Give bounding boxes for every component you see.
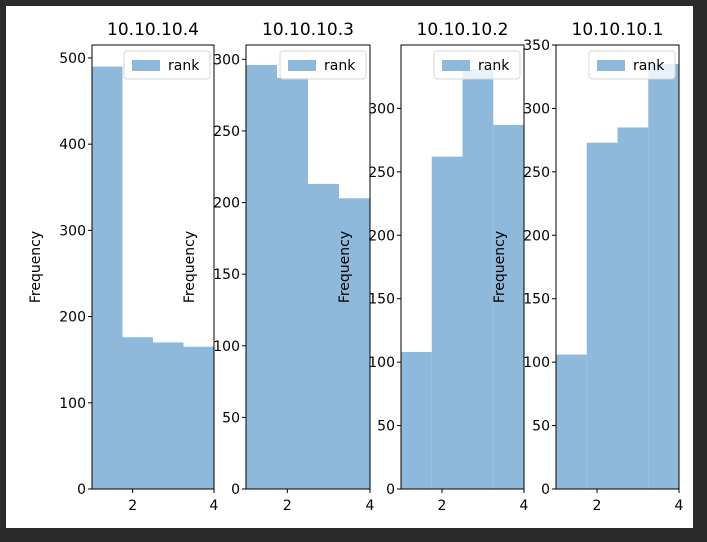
y-tick-label: 350	[523, 38, 550, 54]
y-tick-label: 200	[59, 310, 86, 326]
histogram-bar	[122, 337, 153, 489]
y-tick-label: 50	[377, 419, 395, 435]
histogram-bar	[556, 354, 587, 489]
y-tick-label: 0	[77, 482, 86, 498]
histogram-bar	[339, 198, 370, 489]
y-tick-label: 200	[213, 196, 240, 212]
x-tick-label: 4	[520, 498, 529, 514]
y-tick-label: 200	[368, 228, 395, 244]
y-tick-label: 100	[213, 339, 240, 355]
subplot-1: 0 100 200 300 400 500 2 4 10.10.10.4 Frequency ran…	[28, 20, 219, 514]
y-tick-label: 150	[213, 267, 240, 283]
x-tick-label: 4	[675, 498, 684, 514]
legend-label: rank	[478, 58, 510, 74]
histogram-bar	[617, 127, 649, 489]
y-tick-label: 400	[59, 137, 86, 153]
legend-label: rank	[324, 58, 356, 74]
axes-frame	[91, 44, 215, 490]
subplot-4: 0 50 100 150 200 250 300 350 2 4 10.10.10.1 Frequen…	[492, 20, 684, 514]
y-axis-label: Frequency	[337, 231, 353, 303]
legend-box	[433, 50, 521, 80]
x-tick-label: 2	[438, 498, 447, 514]
histogram-bar	[153, 342, 184, 489]
y-tick-label: 100	[368, 355, 395, 371]
y-tick-label: 50	[222, 410, 240, 426]
histogram-bar	[462, 69, 494, 490]
legend-swatch	[597, 60, 625, 71]
y-axis-label: Frequency	[492, 231, 508, 303]
histogram-bar	[586, 142, 618, 489]
y-tick-label: 150	[368, 292, 395, 308]
y-tick-label: 250	[213, 124, 240, 140]
histogram-bar	[183, 346, 214, 489]
legend-swatch	[442, 60, 470, 71]
y-tick-label: 0	[386, 482, 395, 498]
axes-frame	[400, 44, 525, 490]
y-tick-label: 150	[523, 292, 550, 308]
x-tick-label: 2	[128, 498, 137, 514]
x-tick-label: 4	[210, 498, 219, 514]
y-tick-label: 500	[59, 51, 86, 67]
x-tick-label: 2	[283, 498, 292, 514]
axes-frame	[245, 44, 371, 490]
legend-box	[123, 50, 211, 80]
x-tick-label: 2	[593, 498, 602, 514]
legend-swatch	[132, 60, 160, 71]
subplot-3: 0 50 100 150 200 250 300 2 4 10.10.10.2 Frequency r…	[337, 20, 529, 514]
subplot-title: 10.10.10.2	[417, 20, 509, 40]
subplot-2: 0 50 100 150 200 250 300 2 4 10.10.10.3 Frequency r…	[182, 20, 375, 514]
histogram-bar	[648, 64, 679, 490]
y-tick-label: 0	[541, 482, 550, 498]
y-tick-label: 250	[368, 165, 395, 181]
figure: 0 100 200 300 400 500 2 4 10.10.10.4 Frequency ran…	[6, 6, 693, 528]
y-tick-label: 300	[523, 101, 550, 117]
y-axis-label: Frequency	[182, 231, 198, 303]
subplot-title: 10.10.10.3	[262, 20, 354, 40]
histogram-bar	[277, 77, 308, 490]
legend-label: rank	[633, 58, 665, 74]
axes-frame	[555, 44, 680, 490]
legend-box	[279, 50, 367, 80]
y-tick-label: 250	[523, 165, 550, 181]
subplot-title: 10.10.10.4	[107, 20, 199, 40]
histogram-bar	[308, 183, 339, 490]
histogram-bar	[246, 65, 277, 490]
legend-swatch	[288, 60, 316, 71]
legend-box	[588, 50, 676, 80]
y-axis-label: Frequency	[28, 231, 44, 303]
y-tick-label: 0	[231, 482, 240, 498]
legend-label: rank	[168, 58, 200, 74]
y-tick-label: 300	[368, 101, 395, 117]
y-tick-label: 200	[523, 228, 550, 244]
histogram-bar	[92, 66, 123, 489]
y-tick-label: 300	[213, 52, 240, 68]
histogram-bar	[401, 351, 432, 489]
histogram-bar	[493, 124, 524, 490]
y-tick-label: 50	[532, 419, 550, 435]
y-tick-label: 300	[59, 223, 86, 239]
x-tick-label: 4	[366, 498, 375, 514]
y-tick-label: 100	[59, 396, 86, 412]
subplot-title: 10.10.10.1	[572, 20, 664, 40]
y-tick-label: 100	[523, 355, 550, 371]
histogram-bar	[431, 156, 463, 490]
